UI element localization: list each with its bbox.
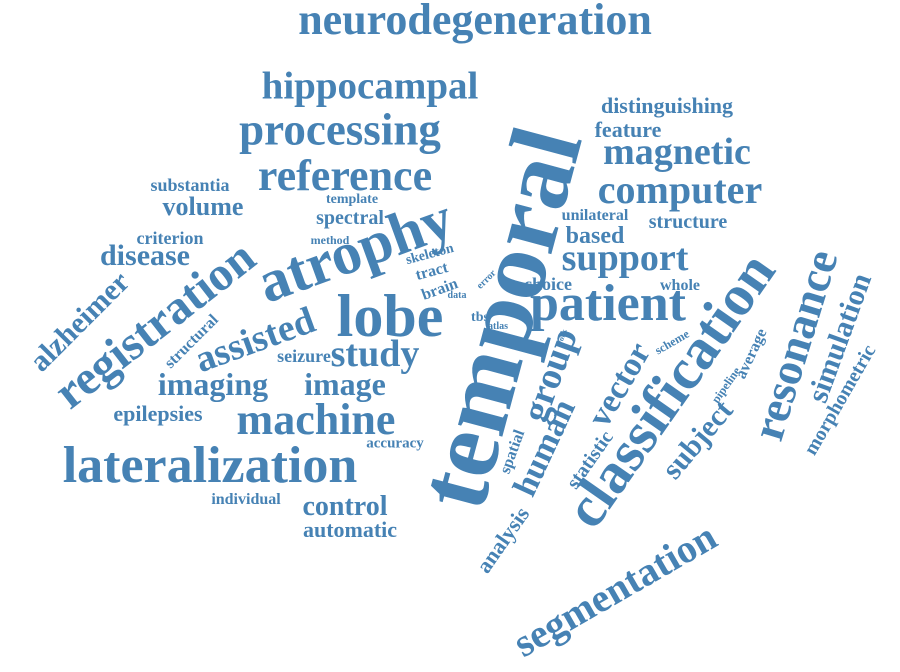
- word-volume: volume: [162, 192, 244, 221]
- word-template: template: [325, 192, 379, 207]
- word-patient: patient: [530, 275, 686, 332]
- word-spectral: spectral: [316, 207, 384, 229]
- word-choice: choice: [524, 274, 572, 294]
- word-criterion: criterion: [136, 228, 204, 248]
- word-lobe: lobe: [336, 283, 444, 349]
- word-automatic: automatic: [302, 517, 398, 542]
- word-substantia: substantia: [150, 175, 230, 195]
- word-magnetic: magnetic: [603, 131, 751, 173]
- word-accuracy: accuracy: [366, 435, 424, 452]
- word-lateralization: lateralization: [62, 437, 358, 494]
- word-reference: reference: [257, 151, 433, 200]
- word-study: study: [330, 333, 420, 375]
- word-disease: disease: [100, 239, 190, 272]
- word-processing: processing: [239, 104, 441, 155]
- word-based: based: [565, 223, 625, 249]
- word-data: data: [447, 290, 467, 301]
- word-method: method: [310, 233, 350, 247]
- word-support: support: [561, 237, 689, 279]
- word-distinguishing: distinguishing: [600, 93, 734, 118]
- word-unilateral: unilateral: [561, 207, 629, 224]
- word-hippocampal: hippocampal: [261, 64, 479, 108]
- word-neurodegeneration: neurodegeneration: [298, 0, 652, 44]
- word-atlas: atlas: [488, 321, 508, 332]
- word-machine: machine: [236, 395, 396, 444]
- word-whole: whole: [660, 277, 700, 294]
- word-computer: computer: [597, 167, 763, 212]
- word-epilepsies: epilepsies: [113, 401, 203, 426]
- word-structure: structure: [648, 211, 728, 233]
- word-imaging: imaging: [157, 366, 269, 402]
- word-segmentation: segmentation: [505, 513, 725, 666]
- word-feature: feature: [594, 117, 662, 142]
- word-individual: individual: [211, 491, 281, 508]
- word-image: image: [304, 366, 386, 402]
- word-seizure: seizure: [277, 346, 331, 366]
- word-control: control: [302, 491, 388, 522]
- word-tbs: tbs: [471, 310, 489, 325]
